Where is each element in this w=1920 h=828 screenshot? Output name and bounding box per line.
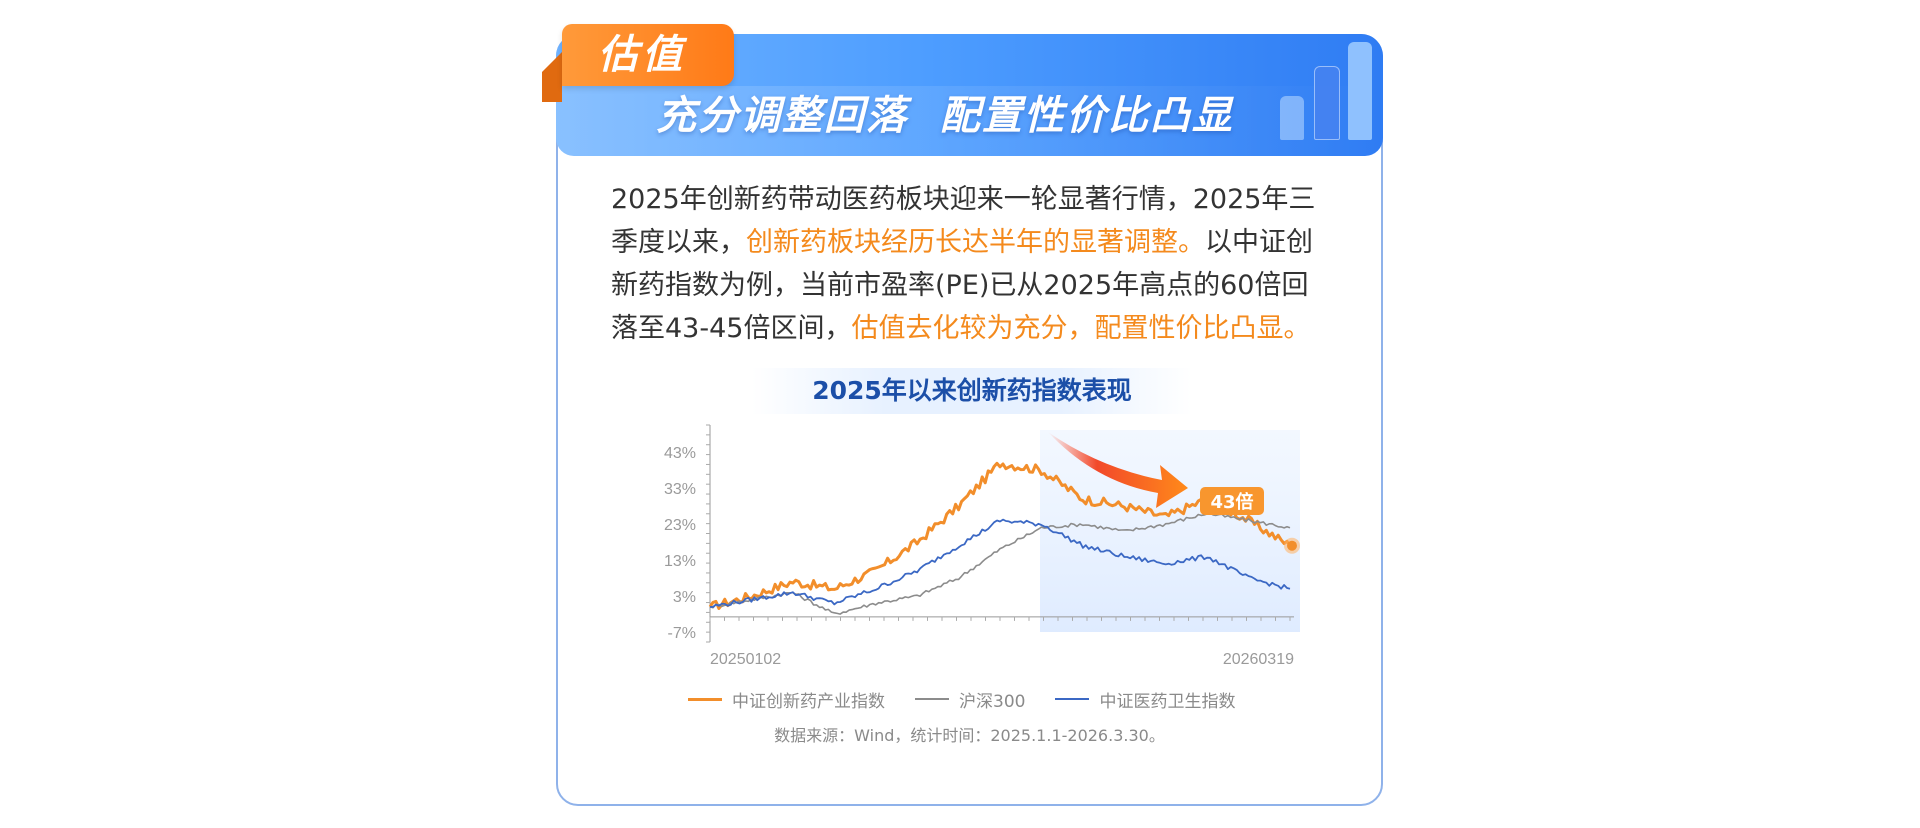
content-card	[556, 34, 1383, 806]
body-paragraph: 2025年创新药带动医药板块迎来一轮显著行情，2025年三季度以来，创新药板块经…	[611, 178, 1331, 350]
series-line-innovation	[708, 461, 1292, 610]
section-tag	[562, 24, 734, 86]
line-chart: 43% 33% 23% 13% 3% -7% 20250102 20260319 43倍	[664, 424, 1300, 668]
x-tick-label-start: 20250102	[710, 651, 781, 668]
shaded-region	[1040, 430, 1300, 632]
body-highlight-2: 估值去化较为充分，配置性价比凸显。	[851, 313, 1311, 344]
decor-bar	[1314, 66, 1340, 140]
series-line-health	[709, 518, 1291, 608]
legend-item-hs300: 沪深300	[915, 687, 1025, 712]
chart-title-band	[752, 368, 1192, 414]
banner-title: 充分调整回落 配置性价比凸显	[656, 93, 1234, 139]
decor-bar	[1280, 96, 1304, 140]
y-tick-label: 23%	[664, 517, 696, 534]
section-tag-label: 估值	[598, 32, 686, 78]
trend-arrow-icon	[1048, 432, 1188, 508]
legend-label: 中证医药卫生指数	[1099, 691, 1236, 712]
legend-label: 中证创新药产业指数	[732, 691, 885, 712]
data-source-note: 数据来源：Wind，统计时间：2025.1.1-2026.3.30。	[774, 726, 1165, 745]
x-tick-label-end: 20260319	[1223, 651, 1294, 668]
y-tick-label: -7%	[668, 625, 696, 642]
body-text-part1: 2025年创新药带动医药板块迎来一轮显著行情，2025年三季度以来，	[611, 184, 1316, 258]
bar-chart-decoration-icon	[1280, 40, 1380, 140]
annotation-label: 43倍	[1210, 491, 1253, 513]
y-tick-label: 43%	[664, 445, 696, 462]
y-tick-label: 33%	[664, 481, 696, 498]
series-line-hs300	[709, 512, 1291, 615]
legend-swatch	[915, 698, 949, 700]
body-text-part2: 以中证创新药指数为例，当前市盈率(PE)已从2025年高点的60倍回落至43-4…	[611, 227, 1313, 344]
legend-item-innovation: 中证创新药产业指数	[688, 687, 885, 712]
y-tick-label: 3%	[673, 589, 696, 606]
endpoint-dot	[1287, 540, 1297, 551]
chart-title: 2025年以来创新药指数表现	[812, 376, 1132, 405]
decor-bar	[1348, 42, 1372, 140]
annotation-badge	[1200, 487, 1264, 515]
legend-swatch	[688, 697, 722, 701]
legend-item-health: 中证医药卫生指数	[1055, 687, 1235, 712]
body-highlight-1: 创新药板块经历长达半年的显著调整。	[746, 227, 1205, 258]
y-tick-label: 13%	[664, 553, 696, 570]
legend-label: 沪深300	[959, 691, 1026, 712]
tag-fold	[542, 52, 562, 102]
chart-legend: 中证创新药产业指数 沪深300 中证医药卫生指数	[688, 686, 1265, 712]
legend-swatch	[1055, 698, 1090, 700]
banner-highlight	[556, 86, 1383, 156]
